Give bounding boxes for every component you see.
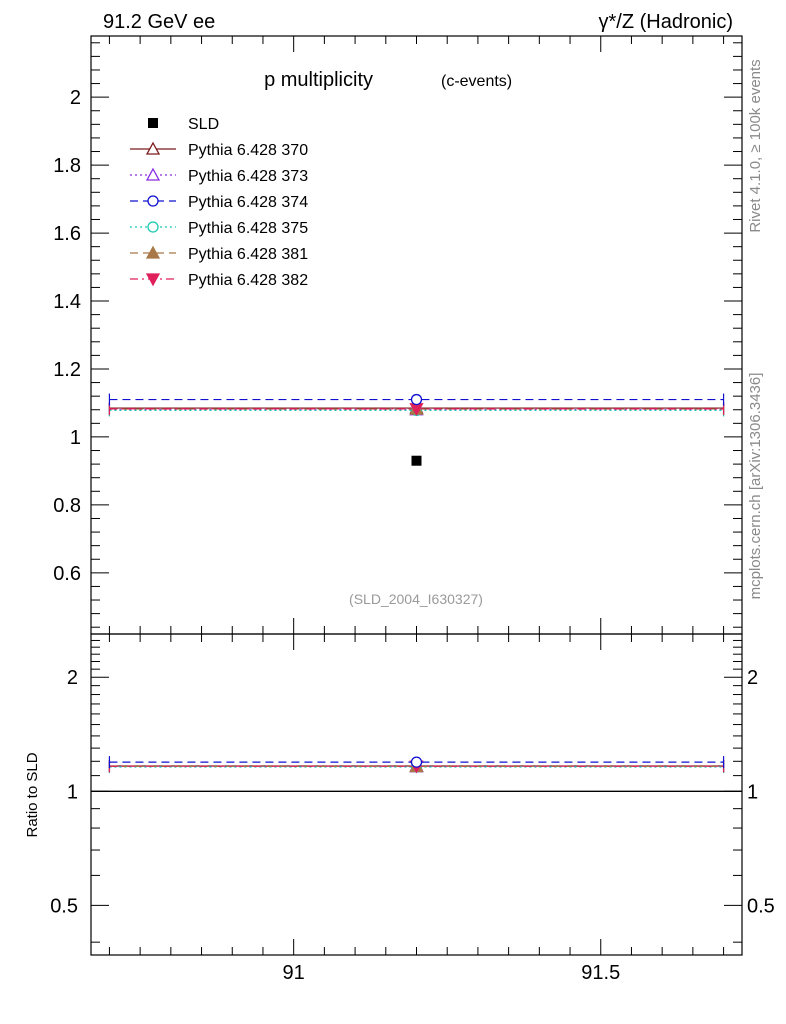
ratio-y-tick-label: 1 [67, 781, 78, 803]
main-y-tick-label: 1.6 [53, 223, 81, 245]
mcplots-label: mcplots.cern.ch [arXiv:1306.3436] [747, 373, 764, 600]
legend-series-381-label: Pythia 6.428 381 [188, 246, 308, 263]
ratio-y-axis: 0.5 0.5 1 1 2 2 [50, 639, 775, 943]
legend-series-373-label: Pythia 6.428 373 [188, 168, 308, 185]
legend-series-375-marker [147, 221, 159, 233]
rivet-version-label: Rivet 4.1.0, ≥ 100k events [747, 59, 764, 232]
ratio-y-tick-label: 0.5 [50, 895, 78, 917]
chart-title: p multiplicity [264, 69, 373, 91]
legend-series-382-label: Pythia 6.428 382 [188, 272, 308, 289]
main-series-group [108, 393, 725, 466]
main-y-tick-label: 1.2 [53, 359, 81, 381]
energy-label: 91.2 GeV ee [103, 11, 215, 33]
analysis-watermark: (SLD_2004_I630327) [349, 591, 483, 607]
main-y-tick-label: 2 [70, 87, 81, 109]
main-y-tick-label: 1 [70, 427, 81, 449]
ratio-y-tick-label-right: 1 [747, 781, 758, 803]
legend-series-382-marker [145, 273, 161, 287]
main-y-tick-label: 1.8 [53, 155, 81, 177]
main-y-tick-label: 1.4 [53, 291, 81, 313]
sld-data-point [411, 455, 422, 466]
x-tick-label: 91 [283, 962, 305, 984]
ratio-series-group [108, 756, 725, 774]
ratio-panel-frame [90, 633, 743, 956]
legend-series-370-label: Pythia 6.428 370 [188, 142, 308, 159]
legend-series-370-marker [145, 141, 161, 155]
legend-series-381-marker [145, 245, 161, 259]
ratio-y-tick-label-right: 0.5 [747, 895, 775, 917]
legend-series-373-marker [145, 167, 161, 181]
ratio-y-tick-label: 2 [67, 667, 78, 689]
ratio-x-axis: 91 91.5 [108, 634, 725, 984]
legend-series-374-marker [147, 195, 159, 207]
ratio-ylabel: Ratio to SLD [24, 752, 41, 837]
main-x-axis [108, 36, 725, 634]
legend-sld-label: SLD [188, 116, 219, 133]
legend-series-374-label: Pythia 6.428 374 [188, 194, 308, 211]
chart-subtitle: (c-events) [441, 73, 512, 90]
main-y-tick-label: 0.8 [53, 495, 81, 517]
x-tick-label: 91.5 [581, 962, 620, 984]
ratio-y-tick-label-right: 2 [747, 667, 758, 689]
series-374-ratio-marker [410, 756, 423, 768]
main-y-tick-label: 0.6 [53, 563, 81, 585]
legend: SLD Pythia 6.428 370 Pythia 6.428 373 Pythi… [130, 116, 308, 289]
process-label: γ*/Z (Hadronic) [599, 11, 733, 33]
legend-sld-marker [148, 118, 158, 128]
series-374-marker [410, 393, 423, 406]
main-y-axis: 0.6 0.8 1 1.2 1.4 1.6 1.8 2 [53, 42, 742, 628]
legend-series-375-label: Pythia 6.428 375 [188, 220, 308, 237]
